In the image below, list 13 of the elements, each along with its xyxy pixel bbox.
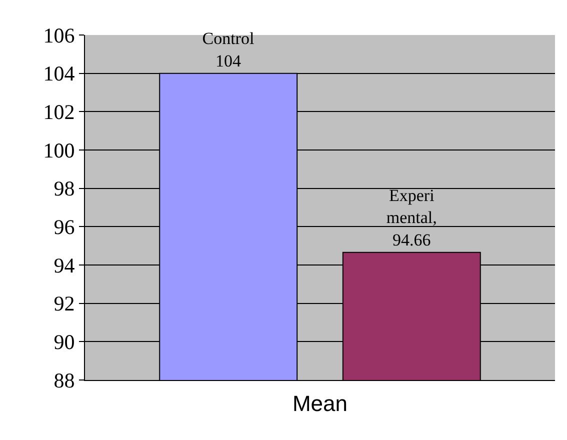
y-tick-label: 104 xyxy=(43,62,76,86)
y-tick-label: 96 xyxy=(54,215,75,240)
y-tick-label: 90 xyxy=(54,330,75,354)
data-label: Experi mental, 94.66 xyxy=(386,186,437,250)
data-label: Control 104 xyxy=(202,29,254,70)
y-tick-label: 98 xyxy=(54,176,75,201)
y-tick-label: 92 xyxy=(54,292,75,316)
y-tick-label: 94 xyxy=(54,253,76,278)
y-tick-label: 88 xyxy=(54,368,75,392)
y-tick-label: 102 xyxy=(43,100,75,124)
x-axis-title: Mean xyxy=(292,390,348,416)
y-tick-label: 106 xyxy=(43,23,75,48)
y-tick-label: 100 xyxy=(43,138,75,162)
